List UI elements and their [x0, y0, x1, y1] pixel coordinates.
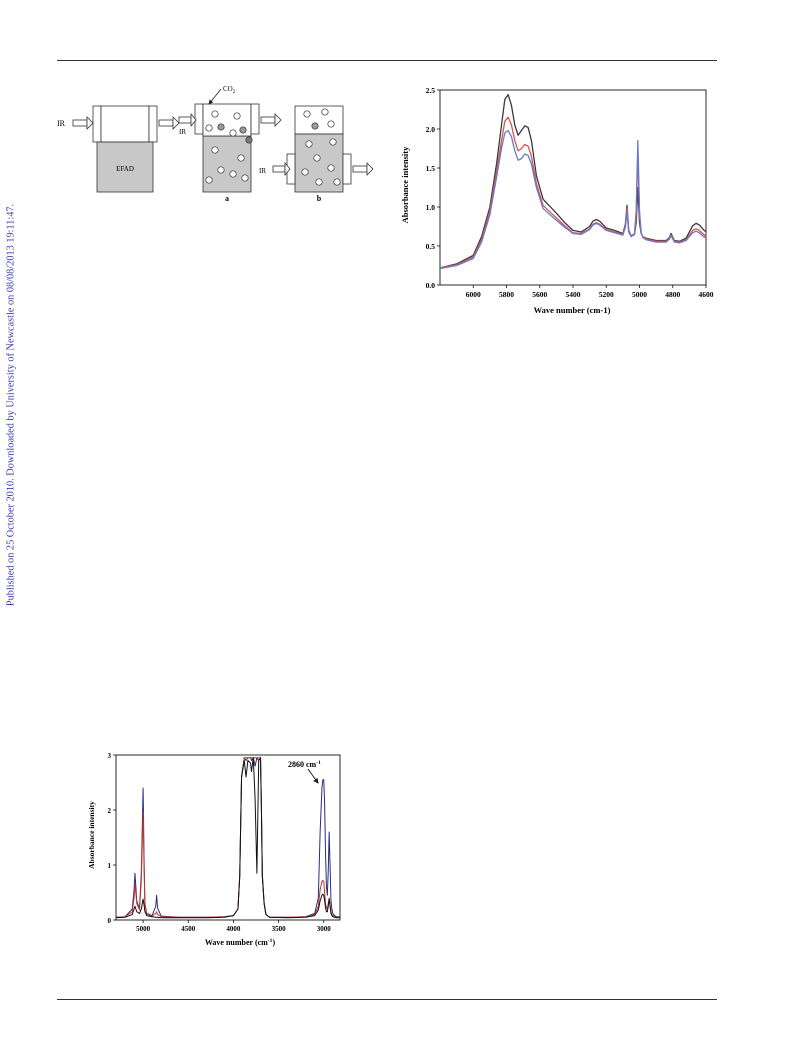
chart2-ylabel: Absorbance intensity	[87, 801, 96, 869]
c2-series-line-1	[115, 757, 340, 918]
ir-spectra-chart: 5000 4500 4000 3500 3000 0 1 2 3 2860 cm-1 Wave …	[87, 752, 341, 947]
ir-in-arrow-b	[272, 161, 291, 177]
nir-spectra-chart: 6000 5800 5600 5400 5200 5000 4800 4600 0.0 0.5 1.…	[400, 86, 714, 315]
ir-label-1: IR	[57, 119, 66, 128]
annotation-arrow	[307, 768, 319, 784]
c2-xtick-label-2: 4500	[181, 925, 196, 933]
c2-xtick-label-3: 4000	[226, 925, 241, 933]
chart1-ticks: 6000 5800 5600 5400 5200 5000 4800 4600 0.0 0.5 1.…	[426, 86, 714, 299]
ir-out-arrow-a	[260, 113, 282, 127]
cell-window-right-b	[342, 153, 352, 185]
c2-plot-frame	[115, 754, 341, 921]
c1-ytick-label-5: 2.0	[426, 125, 436, 134]
ir-in-arrow-a	[178, 112, 197, 128]
chart1-ylabel: Absorbance intensity	[400, 146, 410, 223]
c2-ytick-label-1: 0	[108, 917, 112, 925]
publication-watermark: Published on 25 October 2010. Downloaded…	[4, 170, 18, 640]
c2-xtick-label-1: 5000	[136, 925, 151, 933]
efad-reservoir	[96, 141, 154, 193]
c1-xtick-label-5: 5200	[599, 290, 614, 299]
c1-xtick-label-2: 5800	[499, 290, 514, 299]
cell-empty: IR EFAD	[57, 105, 180, 193]
cell-window-left-1	[92, 105, 102, 143]
annotation-2860: 2860 cm-1	[288, 760, 321, 784]
c1-xtick-label-4: 5400	[566, 290, 581, 299]
chart2-axes	[115, 754, 341, 921]
header-rule	[57, 60, 717, 61]
c1-xtick-label-7: 4800	[665, 290, 680, 299]
bubbles-a	[205, 110, 253, 184]
c1-xtick-label-3: 5600	[532, 290, 547, 299]
chart2-xlabel: Wave number (cm-1)	[205, 938, 276, 947]
ir-label-a: IR	[179, 128, 186, 136]
cell-window-left-a	[194, 103, 204, 135]
cell-position-b: IR b	[259, 105, 374, 203]
c1-xtick-label-8: 4600	[699, 290, 714, 299]
bubbles-b	[301, 108, 341, 186]
c2-series-line-2	[115, 757, 340, 918]
c1-ytick-label-2: 0.5	[426, 242, 436, 251]
efad-label: EFAD	[116, 165, 134, 173]
cell-position-a: IR CO2 a	[178, 85, 282, 203]
footer-rule	[57, 999, 717, 1000]
c2-xtick-label-5: 3000	[317, 925, 332, 933]
c2-ytick-label-3: 2	[108, 807, 112, 815]
chart2-series	[115, 757, 340, 919]
c1-xtick-label-6: 5000	[632, 290, 647, 299]
panel-b-label: b	[317, 194, 322, 203]
ir-in-arrow-1	[72, 116, 94, 130]
liquid-a	[202, 135, 252, 193]
c2-series-line-3	[115, 757, 340, 919]
c1-ytick-label-6: 2.5	[426, 86, 436, 95]
ir-out-arrow-b	[352, 162, 374, 176]
c1-ytick-label-3: 1.0	[426, 203, 436, 212]
ir-label-b: IR	[259, 167, 266, 175]
chart1-xlabel: Wave number (cm-1)	[534, 305, 611, 315]
c1-plot-frame	[439, 89, 707, 286]
publication-note: Published on 25 October 2010. Downloaded…	[5, 203, 17, 607]
c2-ytick-label-2: 1	[108, 862, 112, 870]
c1-series-line-3	[439, 129, 707, 270]
chart2-ticks: 5000 4500 4000 3500 3000 0 1 2 3	[108, 752, 332, 933]
ir-cell-schematic: IR EFAD IR CO2	[57, 85, 374, 203]
c2-xtick-label-4: 3500	[272, 925, 287, 933]
ir-out-arrow-1	[158, 116, 180, 130]
cell-window-right-a	[250, 103, 260, 135]
c1-xtick-label-1: 6000	[466, 290, 481, 299]
annotation-label: 2860 cm-1	[288, 760, 321, 769]
cell-window-right-1	[148, 105, 158, 143]
c1-ytick-label-1: 0.0	[426, 281, 436, 290]
co2-label: CO2	[223, 85, 236, 95]
chart1-axes	[439, 89, 707, 286]
chart1-series	[439, 94, 707, 270]
c1-ytick-label-4: 1.5	[426, 164, 436, 173]
cell-body-1	[100, 105, 150, 143]
co2-pointer-arrow	[208, 88, 222, 105]
panel-a-label: a	[225, 194, 229, 203]
c2-ytick-label-4: 3	[108, 752, 112, 760]
container-top-b	[294, 105, 344, 135]
